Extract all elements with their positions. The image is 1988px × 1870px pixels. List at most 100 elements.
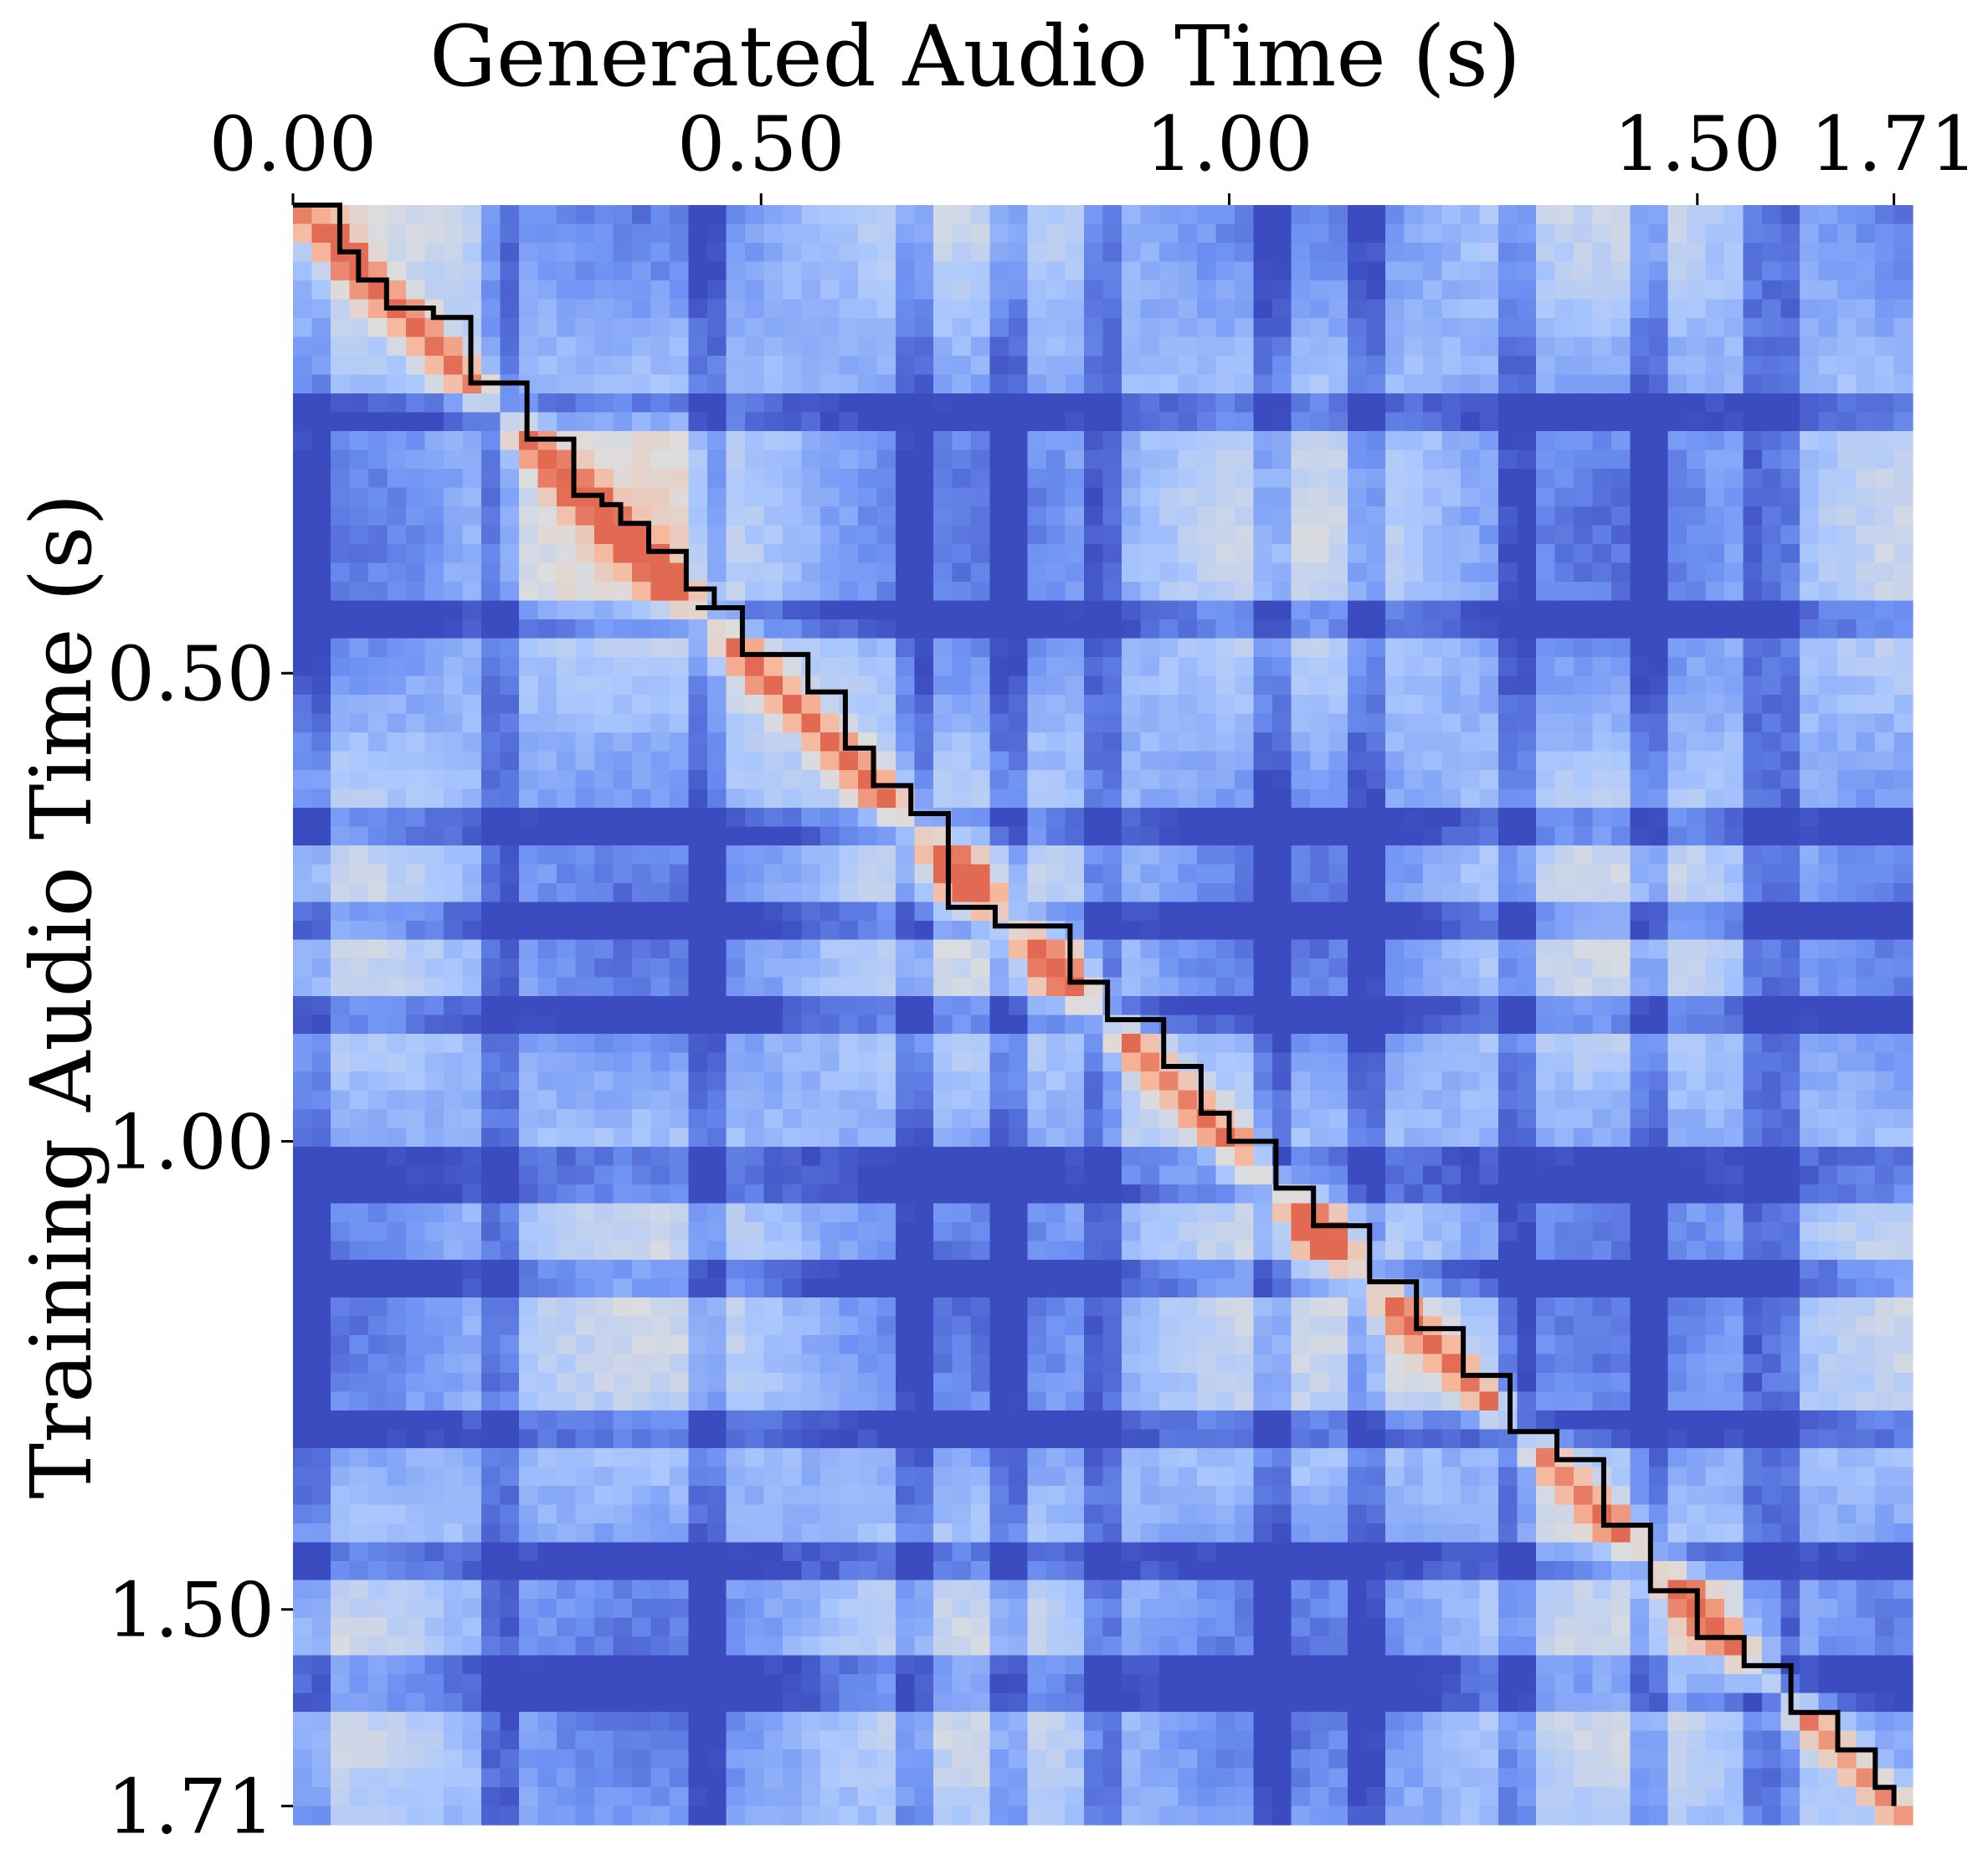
heatmap-cell [801,619,821,640]
heatmap-cell [632,243,652,263]
heatmap-cell [952,1052,972,1072]
heatmap-cell [1837,356,1857,376]
heatmap-cell [1800,883,1820,903]
heatmap-cell [952,223,972,244]
heatmap-cell [311,713,331,733]
heatmap-cell [1724,582,1744,602]
heatmap-cell [1461,487,1481,507]
heatmap-cell [1856,638,1876,658]
heatmap-cell [444,223,464,244]
heatmap-cell [594,412,614,432]
heatmap-cell [650,582,670,602]
heatmap-cell [349,205,369,225]
heatmap-cell [632,1147,652,1167]
heatmap-cell [1253,1052,1273,1072]
heatmap-cell [537,1071,557,1092]
heatmap-cell [293,732,313,753]
heatmap-cell [839,939,859,959]
heatmap-cell [1780,1260,1801,1280]
heatmap-cell [1667,1109,1687,1129]
heatmap-cell [1102,845,1122,866]
heatmap-cell [1178,412,1198,432]
heatmap-cell [1611,713,1631,733]
heatmap-cell [1705,1184,1725,1205]
heatmap-cell [952,883,972,903]
heatmap-cell [1818,1015,1838,1035]
heatmap-cell [1762,1071,1782,1092]
heatmap-cell [820,469,840,489]
heatmap-cell [444,1128,464,1148]
heatmap-cell [1140,808,1160,828]
heatmap-cell [1818,883,1838,903]
heatmap-cell [1762,356,1782,376]
heatmap-cell [1856,732,1876,753]
heatmap-cell [1875,469,1895,489]
heatmap-cell [933,469,953,489]
heatmap-cell [500,412,520,432]
heatmap-cell [1235,487,1255,507]
heatmap-cell [1140,1034,1160,1054]
heatmap-cell [1592,864,1612,884]
heatmap-cell [424,657,444,677]
heatmap-cell [1800,902,1820,922]
heatmap-cell [500,638,520,658]
heatmap-cell [1611,770,1631,790]
heatmap-cell [1009,1278,1029,1298]
heatmap-cell [1065,506,1085,527]
heatmap-cell [876,1165,896,1185]
heatmap-cell [1159,1071,1179,1092]
heatmap-cell [952,1034,972,1054]
heatmap-cell [688,356,708,376]
heatmap-cell [1328,1015,1348,1035]
heatmap-cell [632,469,652,489]
heatmap-cell [1517,487,1537,507]
heatmap-cell [1762,1052,1782,1072]
heatmap-cell [1724,356,1744,376]
heatmap-cell [1479,280,1499,301]
heatmap-cell [594,299,614,319]
heatmap-cell [1762,996,1782,1016]
heatmap-cell [519,582,539,602]
heatmap-cell [1102,1165,1122,1185]
heatmap-cell [368,563,388,583]
heatmap-cell [575,318,595,338]
heatmap-cell [820,393,840,414]
heatmap-cell [293,996,313,1016]
heatmap-cell [688,1034,708,1054]
heatmap-cell [1178,563,1198,583]
heatmap-cell [575,525,595,545]
heatmap-cell [1178,638,1198,658]
heatmap-cell [1423,412,1443,432]
heatmap-cell [820,638,840,658]
heatmap-cell [1423,600,1443,620]
heatmap-cell [1687,280,1707,301]
heatmap-cell [1065,770,1085,790]
heatmap-cell [1780,1222,1801,1242]
heatmap-cell [763,393,783,414]
heatmap-cell [1630,506,1650,527]
heatmap-cell [1084,1278,1104,1298]
heatmap-cell [1272,374,1292,394]
heatmap-cell [1423,695,1443,715]
heatmap-cell [293,789,313,809]
heatmap-cell [726,223,746,244]
heatmap-cell [1724,770,1744,790]
heatmap-cell [575,1052,595,1072]
heatmap-cell [1762,1165,1782,1185]
heatmap-cell [1479,826,1499,846]
heatmap-cell [1649,1090,1669,1110]
heatmap-cell [650,356,670,376]
heatmap-cell [971,883,991,903]
heatmap-cell [1517,732,1537,753]
heatmap-cell [311,261,331,281]
heatmap-cell [1366,921,1386,941]
heatmap-cell [1780,770,1801,790]
heatmap-cell [1385,1147,1405,1167]
heatmap-cell [1065,695,1085,715]
heatmap-cell [1159,826,1179,846]
heatmap-cell [1554,864,1574,884]
heatmap-cell [1780,412,1801,432]
heatmap-cell [519,977,539,997]
heatmap-cell [1140,450,1160,470]
heatmap-cell [1215,318,1235,338]
